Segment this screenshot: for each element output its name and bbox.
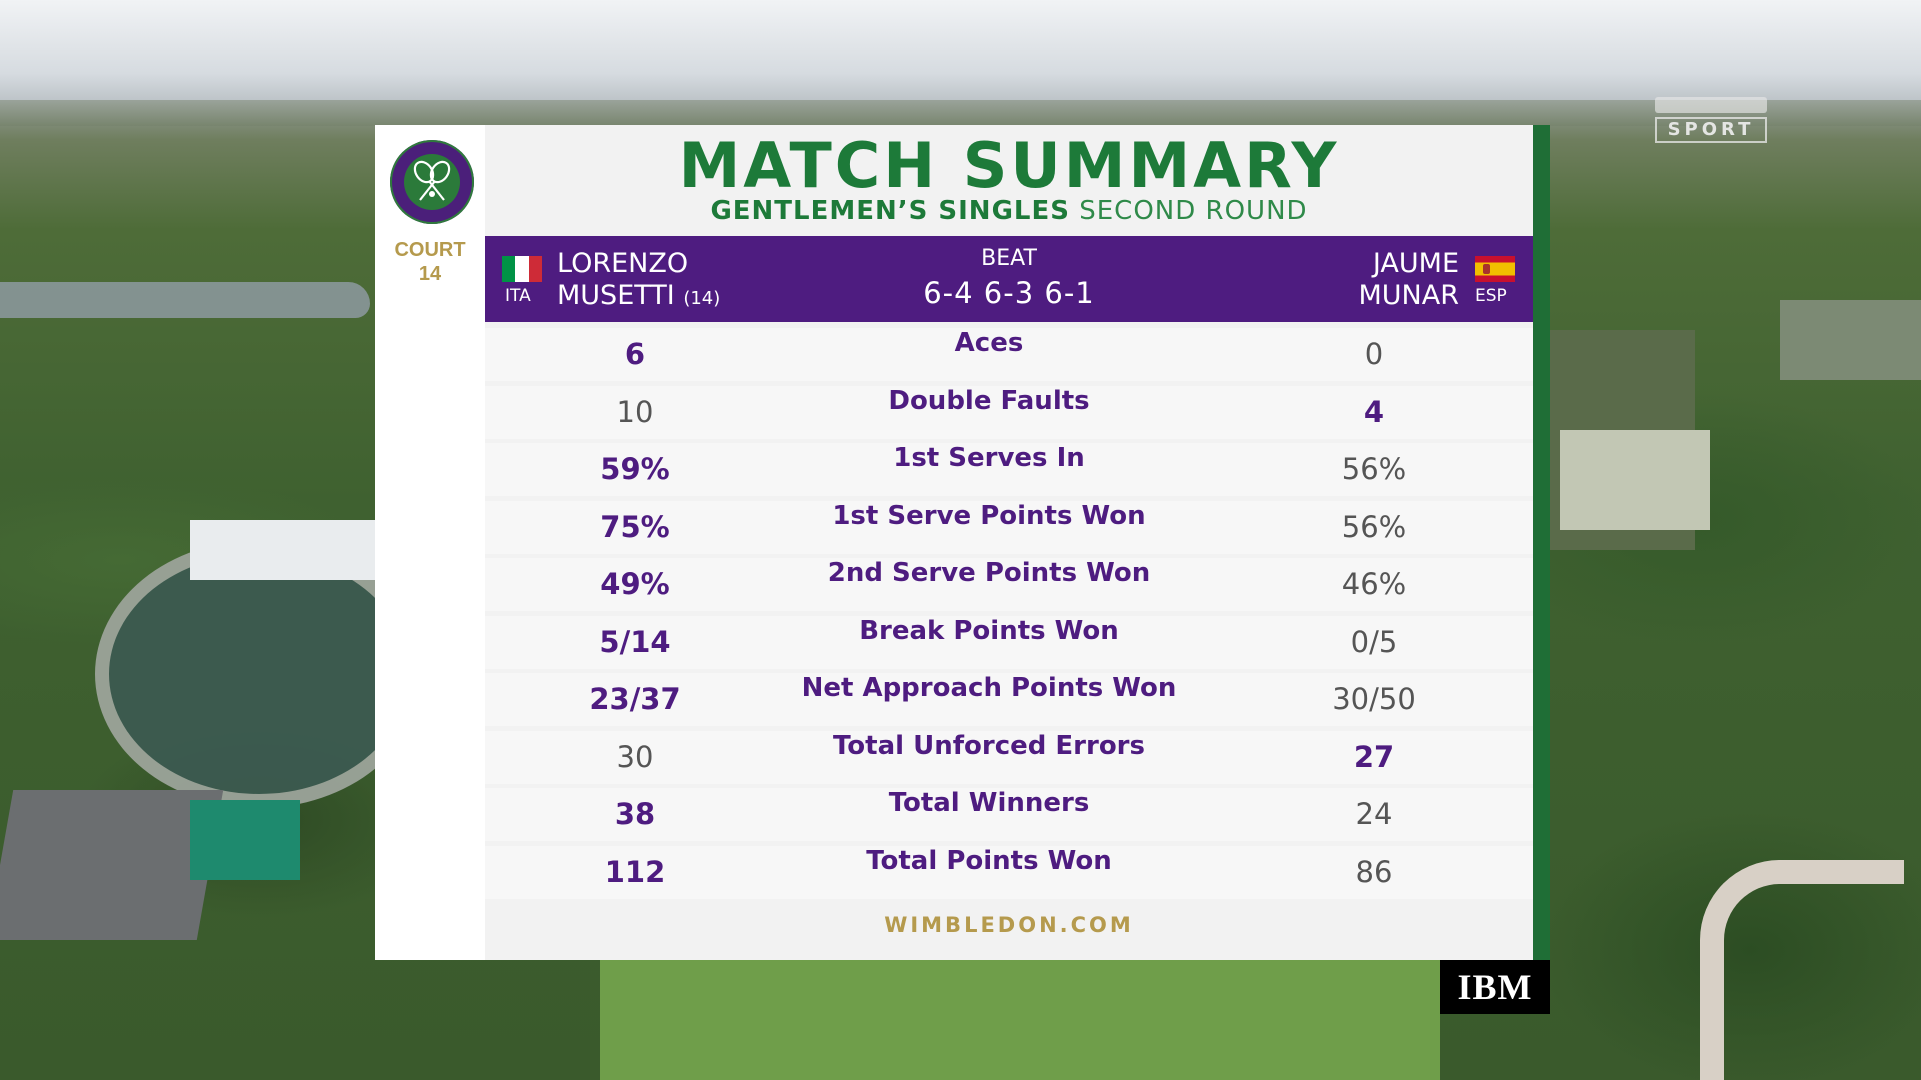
horizon xyxy=(0,100,1921,126)
stat-row: 112 Total Points Won 86 xyxy=(485,845,1533,899)
player1-country: ITA xyxy=(505,286,531,306)
logo-column xyxy=(375,125,485,960)
stadium xyxy=(95,540,423,808)
ibm-sponsor-logo: IBM xyxy=(1440,960,1550,1014)
page-title: MATCH SUMMARY xyxy=(678,129,1340,202)
panel-accent-edge xyxy=(1533,125,1550,960)
player1-stat-value: 6 xyxy=(624,337,646,371)
player1-surname: MUSETTI xyxy=(557,280,675,311)
event-name: GENTLEMEN’S SINGLES xyxy=(710,196,1070,226)
broadcaster-logo-mark xyxy=(1655,97,1767,113)
round-subtitle: GENTLEMEN’S SINGLES SECOND ROUND xyxy=(485,194,1533,228)
wimbledon-crossed-rackets-icon xyxy=(390,140,474,224)
lawn xyxy=(600,960,1440,1080)
stat-row: 59% 1st Serves In 56% xyxy=(485,443,1533,496)
player1-stat-value: 10 xyxy=(616,394,654,429)
player1-stat-value: 30 xyxy=(616,739,654,774)
stat-label: Total Unforced Errors xyxy=(833,730,1145,761)
stat-row: 10 Double Faults 4 xyxy=(485,385,1533,439)
player1-stat-value: 112 xyxy=(604,854,666,889)
court-indicator: COURT 14 xyxy=(380,238,480,286)
italy-flag-icon xyxy=(502,256,542,282)
player2-stat-value: 30/50 xyxy=(1332,682,1416,716)
player2-stat-value: 27 xyxy=(1353,739,1395,774)
match-score: 6-4 6-3 6-1 xyxy=(923,276,1095,310)
player1-stat-value: 75% xyxy=(600,509,670,544)
broadcaster-sport-label: SPORT xyxy=(1655,117,1767,143)
stats-table: 6 Aces 0 10 Double Faults 4 59% 1st Serves In 56… xyxy=(485,328,1533,903)
player1-stat-value: 49% xyxy=(600,567,670,601)
lake xyxy=(0,282,370,318)
player2-last-name: MUNAR xyxy=(1358,280,1460,311)
stat-row: 5/14 Break Points Won 0/5 xyxy=(485,615,1533,669)
player2-stat-value: 56% xyxy=(1341,452,1407,486)
stat-label: Aces xyxy=(954,328,1024,358)
player1-stat-value: 5/14 xyxy=(599,624,671,659)
player1-first-name: LORENZO xyxy=(557,248,689,279)
stat-label: 1st Serves In xyxy=(893,443,1085,473)
match-result-bar: ITA LORENZO MUSETTI (14) BEAT 6-4 6-3 6-… xyxy=(485,236,1533,322)
player1-stat-value: 38 xyxy=(614,797,656,831)
practice-court xyxy=(190,800,300,880)
stat-label: Total Points Won xyxy=(866,845,1112,876)
player2-stat-value: 56% xyxy=(1341,509,1407,544)
broadcaster-logo: SPORT xyxy=(1655,97,1767,143)
building-right-far xyxy=(1780,300,1921,380)
stat-label: Net Approach Points Won xyxy=(801,673,1177,703)
stand-roof xyxy=(190,520,380,580)
stat-label: Double Faults xyxy=(888,385,1090,416)
player2-country: ESP xyxy=(1475,286,1507,306)
stat-label: Break Points Won xyxy=(859,615,1119,646)
stat-row: 38 Total Winners 24 xyxy=(485,788,1533,841)
player2-stat-value: 46% xyxy=(1341,567,1407,601)
round-name: SECOND ROUND xyxy=(1079,196,1308,226)
player2-first-name: JAUME xyxy=(1372,248,1459,279)
player1-stat-value: 23/37 xyxy=(589,682,681,716)
player2-stat-value: 24 xyxy=(1355,797,1393,831)
stat-row: 49% 2nd Serve Points Won 46% xyxy=(485,558,1533,611)
player2-stat-value: 0/5 xyxy=(1350,624,1398,659)
stat-label: 2nd Serve Points Won xyxy=(827,558,1151,588)
spain-flag-icon xyxy=(1475,256,1515,282)
player2-stat-value: 86 xyxy=(1355,854,1393,889)
stat-row: 6 Aces 0 xyxy=(485,328,1533,381)
sky xyxy=(0,0,1921,105)
player2-stat-value: 4 xyxy=(1363,394,1385,429)
player1-seed: (14) xyxy=(683,288,721,309)
player2-stat-value: 0 xyxy=(1364,337,1384,371)
player1-last-name: MUSETTI (14) xyxy=(557,280,720,315)
roof-right xyxy=(1560,430,1710,530)
stat-row: 23/37 Net Approach Points Won 30/50 xyxy=(485,673,1533,726)
stat-label: 1st Serve Points Won xyxy=(832,500,1146,531)
footpath xyxy=(1700,860,1904,1080)
footer-url: WIMBLEDON.COM xyxy=(884,913,1134,937)
stat-row: 75% 1st Serve Points Won 56% xyxy=(485,500,1533,554)
stat-row: 30 Total Unforced Errors 27 xyxy=(485,730,1533,784)
stat-label: Total Winners xyxy=(888,788,1090,818)
match-result: BEAT xyxy=(981,246,1037,271)
court-number: 14 xyxy=(418,263,442,285)
player1-stat-value: 59% xyxy=(600,452,670,486)
court-label: COURT xyxy=(394,239,466,261)
